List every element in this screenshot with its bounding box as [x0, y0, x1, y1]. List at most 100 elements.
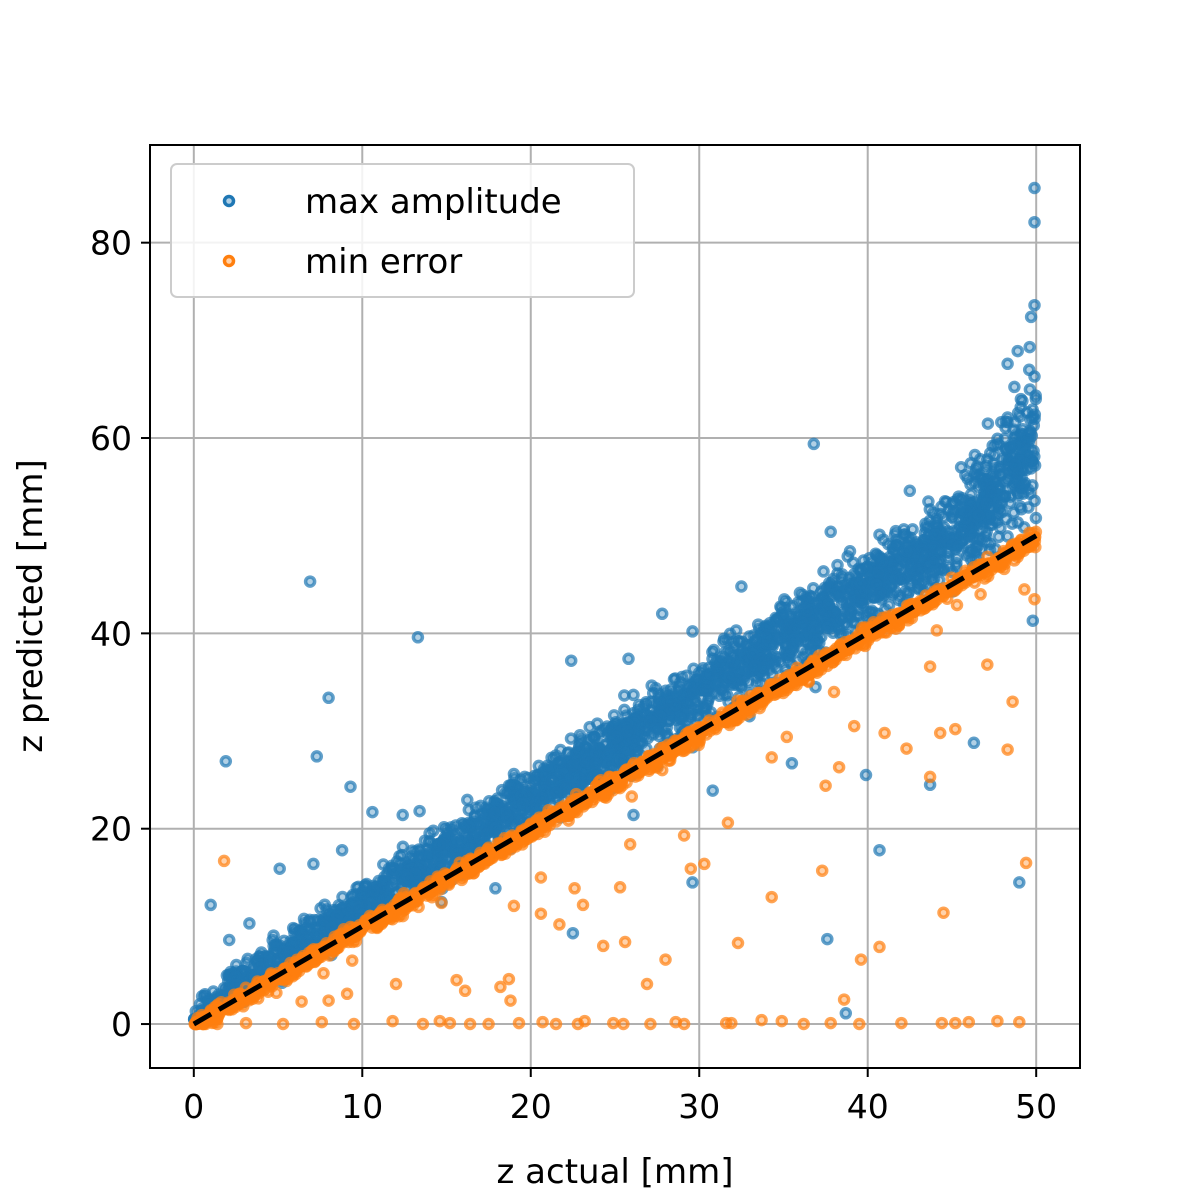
max-amplitude-point [482, 795, 496, 808]
max-amplitude-point [927, 572, 941, 586]
max-amplitude-point [1026, 614, 1040, 627]
max-amplitude-point [622, 652, 635, 666]
min-error-point [923, 770, 937, 784]
min-error-point [760, 690, 773, 704]
min-error-point [623, 838, 637, 851]
max-amplitude-point [821, 621, 834, 635]
y-tick-label: 60 [90, 419, 132, 458]
max-amplitude-point [751, 618, 765, 631]
max-amplitude-point [712, 678, 725, 691]
max-amplitude-point [1016, 422, 1029, 436]
max-amplitude-point [964, 478, 977, 491]
max-amplitude-point [999, 512, 1013, 526]
min-error-point [923, 660, 937, 673]
max-amplitude-point [854, 577, 867, 590]
max-amplitude-point [330, 909, 344, 923]
max-amplitude-point [601, 748, 614, 762]
min-error-point [553, 918, 566, 931]
min-error-point [698, 857, 711, 871]
max-amplitude-point [1028, 181, 1041, 195]
max-amplitude-point [660, 727, 674, 741]
min-error-point [607, 1016, 620, 1030]
max-amplitude-point [473, 817, 486, 831]
max-amplitude-point [310, 750, 324, 763]
max-amplitude-point [916, 566, 929, 579]
max-amplitude-point [780, 641, 793, 654]
max-amplitude-point [991, 480, 1004, 494]
min-error-point [410, 891, 424, 905]
max-amplitude-point [618, 703, 631, 717]
min-error-point [655, 763, 669, 777]
y-tick-label: 80 [90, 224, 132, 263]
max-amplitude-point [627, 808, 640, 822]
min-error-point [878, 625, 891, 639]
legend-label-min-error: min error [305, 242, 462, 282]
min-error-point [677, 1017, 691, 1031]
min-error-point [534, 871, 548, 884]
max-amplitude-point [800, 604, 814, 618]
max-amplitude-point [875, 593, 888, 606]
min-error-point [981, 658, 994, 671]
min-error-point [775, 1014, 789, 1028]
max-amplitude-point [387, 863, 401, 876]
max-amplitude-point [822, 597, 836, 611]
min-error-point [295, 995, 308, 1008]
max-amplitude-point [432, 848, 445, 862]
max-amplitude-point [888, 528, 902, 541]
min-error-point [900, 742, 913, 755]
max-amplitude-point [1028, 459, 1042, 472]
max-amplitude-point [848, 590, 861, 603]
max-amplitude-point [837, 618, 850, 631]
max-amplitude-point [900, 545, 914, 558]
min-error-point [336, 936, 350, 949]
max-amplitude-point [795, 595, 809, 608]
max-amplitude-point [222, 933, 236, 947]
min-error-point [933, 726, 947, 740]
max-amplitude-point [548, 752, 561, 765]
min-error-point [949, 1016, 962, 1030]
max-amplitude-point [241, 952, 254, 966]
max-amplitude-point [359, 878, 372, 892]
min-error-point [443, 1016, 457, 1030]
min-error-point [797, 1017, 810, 1031]
max-amplitude-point [967, 736, 981, 750]
max-amplitude-point [567, 768, 580, 782]
max-amplitude-point [686, 677, 699, 690]
min-error-point [1006, 695, 1019, 708]
max-amplitude-point [701, 680, 714, 693]
max-amplitude-point [750, 676, 764, 690]
min-error-point [534, 907, 548, 920]
min-error-point [659, 953, 672, 966]
min-error-point [345, 954, 359, 967]
min-error-point [549, 1017, 563, 1031]
max-amplitude-point [1028, 298, 1041, 312]
max-amplitude-point [959, 505, 973, 518]
min-error-point [815, 864, 829, 877]
max-amplitude-point [674, 712, 688, 725]
min-error-point [322, 994, 335, 1007]
max-amplitude-point [535, 791, 549, 805]
min-error-point [991, 1014, 1004, 1028]
max-amplitude-point [229, 970, 242, 983]
min-error-point [463, 1017, 477, 1031]
max-amplitude-point [1013, 876, 1026, 889]
max-amplitude-point [966, 525, 979, 538]
max-amplitude-point [952, 540, 965, 553]
max-amplitude-point [917, 576, 930, 589]
max-amplitude-point [985, 501, 999, 515]
max-amplitude-point [872, 566, 885, 579]
max-amplitude-point [267, 929, 280, 942]
max-amplitude-point [1014, 476, 1027, 489]
max-amplitude-point [706, 784, 719, 797]
min-error-point [765, 751, 778, 764]
max-amplitude-point [272, 953, 285, 967]
min-error-point [270, 986, 283, 1000]
min-error-point [935, 1016, 949, 1030]
min-error-point [276, 1017, 290, 1031]
max-amplitude-point [687, 662, 700, 676]
min-error-point [618, 935, 632, 949]
max-amplitude-point [393, 849, 406, 863]
y-tick-label: 20 [90, 810, 132, 849]
min-error-point [568, 882, 581, 895]
